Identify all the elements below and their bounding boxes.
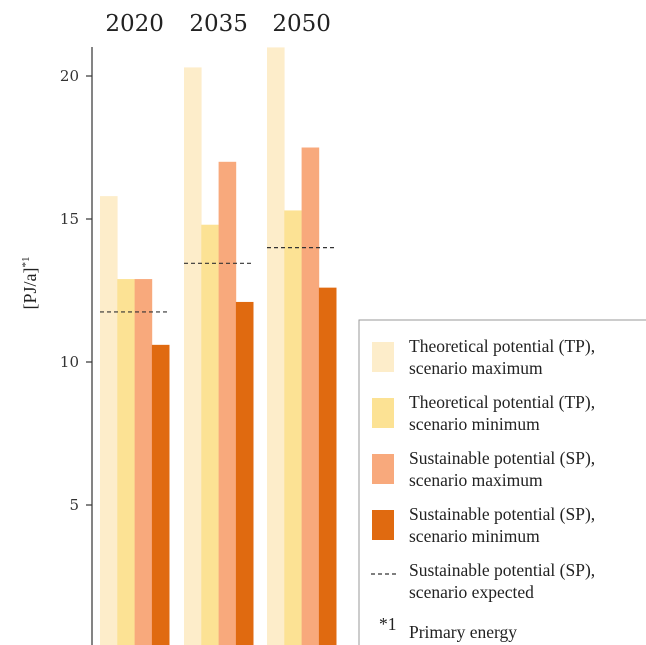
legend-swatch-4 xyxy=(372,510,394,540)
bar-2050-series-3 xyxy=(301,147,320,645)
expected-lines-group xyxy=(100,247,337,313)
y-axis-label-superscript: *1 xyxy=(20,257,32,268)
legend-swatch-2 xyxy=(372,398,394,428)
legend-label-3-line-1: Sustainable potential (SP), xyxy=(409,448,595,468)
footnote-text: Primary energy xyxy=(409,622,517,642)
legend-box xyxy=(358,319,646,645)
bar-2035-series-2 xyxy=(201,224,219,645)
bar-2035-series-1 xyxy=(184,67,202,645)
bar-2050-series-1 xyxy=(267,47,285,645)
footnote-marker: *1 xyxy=(379,614,397,634)
bar-2035-series-3 xyxy=(218,161,237,645)
bar-2050-series-2 xyxy=(284,210,302,645)
legend-label-expected-line-2: scenario expected xyxy=(409,582,534,602)
year-labels-group: 2020 2035 2050 xyxy=(105,11,331,37)
y-axis-label: [PJ/a]*1 xyxy=(20,257,40,310)
y-tick-label-20: 20 xyxy=(60,67,79,85)
legend: Theoretical potential (TP),scenario maxi… xyxy=(358,319,646,645)
y-axis-label-text: [PJ/a] xyxy=(20,268,40,310)
legend-label-1-line-1: Theoretical potential (TP), xyxy=(409,336,595,356)
y-tick-label-15: 15 xyxy=(60,210,79,228)
legend-label-4-line-2: scenario minimum xyxy=(409,526,540,546)
category-label-2050: 2050 xyxy=(272,11,331,37)
legend-label-2-line-2: scenario minimum xyxy=(409,414,540,434)
bar-2020-series-2 xyxy=(117,279,135,645)
legend-label-2-line-1: Theoretical potential (TP), xyxy=(409,392,595,412)
bar-2020-series-1 xyxy=(100,196,118,645)
bars-group xyxy=(100,47,337,645)
legend-label-1-line-2: scenario maximum xyxy=(409,358,543,378)
legend-label-4-line-1: Sustainable potential (SP), xyxy=(409,504,595,524)
legend-label-3-line-2: scenario maximum xyxy=(409,470,543,490)
bar-2035-series-4 xyxy=(235,301,254,645)
legend-swatch-1 xyxy=(372,342,394,372)
y-ticks-group: 5 10 15 20 xyxy=(60,67,92,514)
y-tick-label-5: 5 xyxy=(69,496,79,514)
category-label-2035: 2035 xyxy=(189,11,248,37)
y-tick-label-10: 10 xyxy=(60,353,79,371)
category-label-2020: 2020 xyxy=(105,11,164,37)
bar-2020-series-3 xyxy=(134,279,153,645)
bar-2050-series-4 xyxy=(318,287,337,645)
legend-label-expected-line-1: Sustainable potential (SP), xyxy=(409,560,595,580)
bar-2020-series-4 xyxy=(151,344,170,645)
legend-swatch-3 xyxy=(372,454,394,484)
